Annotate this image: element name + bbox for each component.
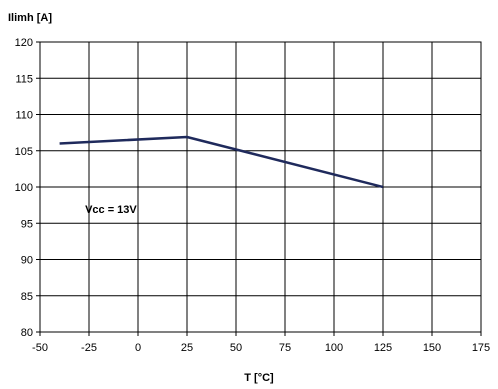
x-tick-label: 150 xyxy=(423,342,441,354)
series-line xyxy=(59,135,384,189)
x-tick-label: 75 xyxy=(279,342,291,354)
plot-frame xyxy=(39,41,482,333)
x-tick-labels: -50 -25 0 25 50 75 100 125 150 175 xyxy=(32,342,490,354)
y-tick-label: 105 xyxy=(15,146,33,158)
x-tick-label: -50 xyxy=(32,342,48,354)
y-tick-label: 95 xyxy=(21,218,33,230)
x-tick-label: 175 xyxy=(472,342,490,354)
x-tick-label: 0 xyxy=(135,342,141,354)
annotation-layer: Vcc = 13V xyxy=(85,204,137,216)
y-tick-label: 90 xyxy=(21,255,33,267)
annotation-label: Vcc = 13V xyxy=(85,204,137,216)
y-tick-label: 110 xyxy=(15,110,33,122)
y-tick-label: 120 xyxy=(15,37,33,49)
y-tick-labels: 80 85 90 95 100 105 110 115 120 xyxy=(15,37,33,339)
y-axis-title: Ilimh [A] xyxy=(8,12,52,24)
y-tick-label: 80 xyxy=(21,327,33,339)
grid-lines xyxy=(36,41,482,336)
x-axis-title: T [°C] xyxy=(244,372,274,384)
x-tick-label: 100 xyxy=(325,342,343,354)
x-tick-label: 50 xyxy=(230,342,242,354)
x-tick-label: 125 xyxy=(374,342,392,354)
series-layer xyxy=(59,135,384,189)
y-tick-label: 85 xyxy=(21,291,33,303)
x-tick-label: 25 xyxy=(181,342,193,354)
x-tick-label: -25 xyxy=(81,342,97,354)
y-tick-label: 115 xyxy=(15,73,33,85)
y-tick-label: 100 xyxy=(15,182,33,194)
